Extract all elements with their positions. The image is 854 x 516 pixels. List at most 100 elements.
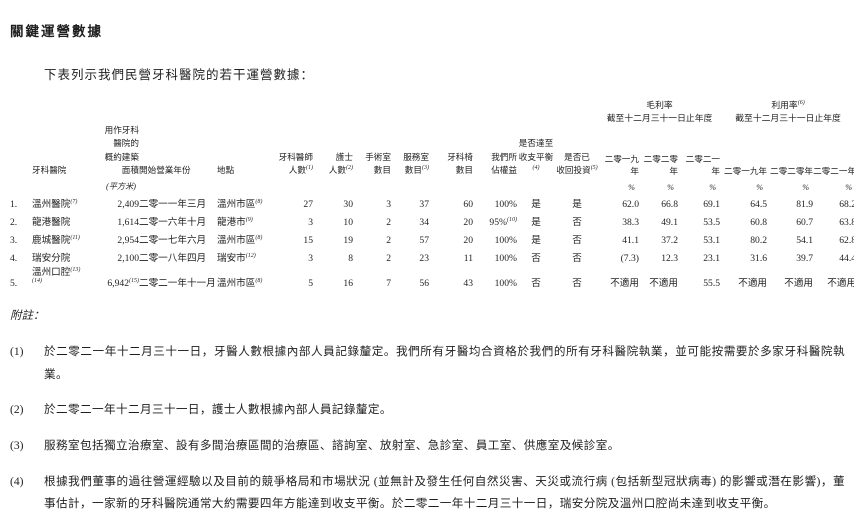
cell-recovered: 否 (572, 253, 582, 265)
col-investment-recovered: 是否已 收回投資(5) (556, 151, 598, 175)
cell-gm-2019: 41.1 (622, 235, 639, 247)
page-title: 關鍵運營數據 (10, 24, 103, 39)
cell-equity: 100% (494, 199, 517, 211)
cell-location: 溫州市區(8) (217, 199, 263, 211)
cell-ut-2020: 不適用 (784, 278, 814, 290)
cell-dental-chairs: 43 (463, 278, 473, 290)
cell-ut-2019: 60.8 (750, 217, 768, 229)
cell-gm-2021: 55.5 (703, 278, 721, 290)
intro-text: 下表列示我們民營牙科醫院的若干運營數據： (44, 68, 315, 82)
note-number: (3) (10, 439, 24, 453)
percent-sign: % (845, 183, 853, 193)
hospital-name: 鹿城醫院(11) (32, 235, 80, 247)
cell-nurses: 10 (343, 217, 353, 229)
table-row-ruian-branch: 4. 瑞安分院 2,100 二零一八年四月 瑞安市(12) 3 8 2 23 1… (10, 246, 854, 264)
cell-gm-2019: 62.0 (622, 199, 639, 211)
cell-nurses: 16 (343, 278, 353, 290)
col-ut-2019: 二零一九年 (724, 166, 768, 177)
cell-gm-2019: 38.3 (622, 217, 639, 229)
col-gm-2020: 二零二零年 (643, 154, 678, 177)
cell-gm-2020: 66.8 (661, 199, 678, 211)
note-text: 服務室包括獨立治療室、設有多間治療區間的治療區、諮詢室、放射室、急診室、員工室、… (44, 439, 620, 453)
cell-dentists: 3 (308, 253, 313, 265)
cell-dentists: 3 (308, 217, 313, 229)
cell-equity: 100% (494, 278, 517, 290)
col-equity-interest: 我們所 佔權益 (491, 151, 517, 175)
row-number: 3. (10, 235, 18, 247)
cell-recovered: 否 (572, 278, 582, 290)
area-unit-label: (平方米) (105, 182, 136, 192)
row-number: 2. (10, 217, 18, 229)
hospital-name: 溫州醫院(7) (32, 199, 78, 211)
cell-breakeven: 否 (531, 278, 541, 290)
group-header-row: 毛利率 利用率(6) (10, 95, 854, 111)
col-location: 地點 (217, 164, 235, 175)
notes-title: 附註： (10, 310, 45, 323)
hospital-name: 龍港醫院 (32, 217, 71, 229)
cell-start-year: 二零一七年六月 (139, 235, 207, 247)
cell-operating-rooms: 7 (386, 278, 391, 290)
unit-row: (平方米) % % % % % % (10, 177, 854, 192)
cell-gm-2021: 69.1 (703, 199, 721, 211)
utilization-group-header: 利用率(6) (771, 100, 805, 110)
cell-location: 溫州市區(8) (217, 235, 263, 247)
cell-equity: 100% (494, 235, 517, 247)
percent-sign: % (667, 183, 674, 193)
cell-gm-2019: (7.3) (620, 253, 639, 265)
cell-start-year: 二零二一年十一月 (139, 278, 216, 290)
col-ut-2021: 二零二一年 (813, 166, 854, 177)
row-number: 1. (10, 199, 18, 211)
note-item-4: (4) 根據我們董事的過往營運經驗以及目前的競爭格局和市場狀況 (並無計及發生任… (10, 471, 845, 516)
cell-floor-area: 6,942(15) (107, 278, 139, 290)
note-item-1: (1) 於二零二一年十二月三十一日，牙醫人數根據內部人員記錄釐定。我們所有牙醫均… (10, 341, 845, 386)
col-ut-2020: 二零二零年 (770, 166, 814, 177)
col-floor-area: 用作牙科 醫院的 概約建築 面積 (104, 125, 139, 175)
col-gm-2019: 二零一九年 (604, 154, 639, 177)
cell-ut-2020: 81.9 (796, 199, 814, 211)
note-number: (1) (10, 345, 24, 359)
cell-ut-2019: 不適用 (738, 278, 768, 290)
cell-service-rooms: 37 (419, 199, 429, 211)
cell-operating-rooms: 2 (386, 217, 391, 229)
cell-breakeven: 是 (531, 217, 541, 229)
cell-gm-2021: 53.1 (703, 235, 721, 247)
percent-sign: % (628, 183, 635, 193)
column-header-row: 牙科醫院 用作牙科 醫院的 概約建築 面積 開始營業年份 地點 牙科醫師 人數(… (10, 124, 854, 177)
note-text: 根據我們董事的過往營運經驗以及目前的競爭格局和市場狀況 (並無計及發生任何自然災… (44, 474, 845, 511)
cell-gm-2020: 不適用 (649, 278, 678, 290)
cell-dental-chairs: 20 (463, 235, 473, 247)
table-row-wenzhou-hospital: 1. 溫州醫院(7) 2,409 二零一一年三月 溫州市區(8) 27 30 3… (10, 192, 854, 210)
cell-ut-2021: 不適用 (827, 278, 854, 290)
cell-nurses: 8 (348, 253, 353, 265)
row-number: 4. (10, 253, 18, 265)
cell-gm-2020: 49.1 (661, 217, 678, 229)
col-hospital: 牙科醫院 (32, 164, 67, 175)
cell-ut-2020: 39.7 (796, 253, 814, 265)
cell-operating-rooms: 3 (386, 199, 391, 211)
note-number: (2) (10, 403, 24, 417)
cell-service-rooms: 56 (419, 278, 429, 290)
cell-start-year: 二零一八年四月 (139, 253, 207, 265)
cell-equity: 100% (494, 253, 517, 265)
cell-nurses: 30 (343, 199, 353, 211)
cell-operating-rooms: 2 (386, 253, 391, 265)
cell-ut-2021: 62.8 (839, 235, 854, 247)
hospital-name: 瑞安分院 (32, 253, 71, 265)
cell-gm-2021: 23.1 (703, 253, 721, 265)
cell-gm-2021: 53.5 (703, 217, 721, 229)
percent-sign: % (756, 183, 764, 193)
cell-service-rooms: 34 (419, 217, 429, 229)
operating-data-table: 毛利率 利用率(6) 截至十二月三十一日止年度 截至十二月三十一日止年度 牙科醫… (10, 95, 854, 289)
cell-dental-chairs: 11 (463, 253, 473, 265)
cell-recovered: 否 (572, 235, 582, 247)
row-number: 5. (10, 278, 18, 290)
cell-floor-area: 2,409 (117, 199, 139, 211)
col-operating-rooms: 手術室 數目 (365, 151, 391, 175)
cell-breakeven: 否 (531, 253, 541, 265)
cell-service-rooms: 23 (419, 253, 429, 265)
cell-ut-2021: 68.2 (839, 199, 854, 211)
col-breakeven: 是否達至 收支平衡(4) (518, 138, 554, 172)
gross-margin-period-label: 截至十二月三十一日止年度 (606, 113, 713, 123)
cell-start-year: 二零一六年十月 (139, 217, 207, 229)
